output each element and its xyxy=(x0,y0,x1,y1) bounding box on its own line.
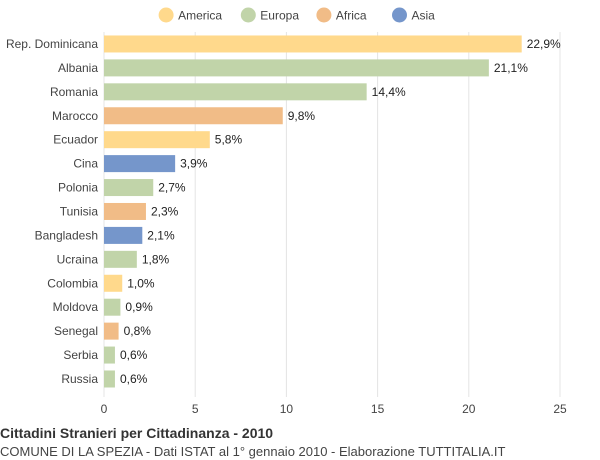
value-label: 2,7% xyxy=(158,181,186,195)
bar-chart: America Europa Africa Asia Rep. Dominicana 2… xyxy=(6,7,567,416)
value-label: 1,0% xyxy=(127,276,155,290)
bar xyxy=(104,59,489,77)
x-tick-label-20: 20 xyxy=(462,402,476,416)
legend-item-america: America xyxy=(158,7,222,23)
x-tick-label-10: 10 xyxy=(280,402,294,416)
bars: Rep. Dominicana 22,9% Albania 21,1% Romania 1… xyxy=(6,35,561,388)
legend: America Europa Africa Asia xyxy=(158,7,436,23)
bar xyxy=(104,107,283,125)
value-label: 1,8% xyxy=(142,252,170,266)
bar-row-senegal: Senegal 0,8% xyxy=(54,322,152,340)
chart-title: Cittadini Stranieri per Cittadinanza - 2… xyxy=(0,425,274,441)
category-label: Colombia xyxy=(47,276,98,290)
value-label: 2,1% xyxy=(147,228,175,242)
value-label: 9,8% xyxy=(288,109,316,123)
legend-item-africa: Africa xyxy=(316,7,367,23)
bar xyxy=(104,83,367,101)
bar-row-albania: Albania 21,1% xyxy=(58,59,528,77)
bar-row-rep-dominicana: Rep. Dominicana 22,9% xyxy=(6,35,561,53)
x-tick-label-0: 0 xyxy=(101,402,108,416)
legend-label: Europa xyxy=(260,9,299,23)
legend-swatch xyxy=(158,7,174,23)
value-label: 3,9% xyxy=(180,157,208,171)
bar xyxy=(104,35,522,53)
bar xyxy=(104,179,154,197)
chart-subtitle: COMUNE DI LA SPEZIA - Dati ISTAT al 1° g… xyxy=(0,444,506,459)
bar-row-cina: Cina 3,9% xyxy=(73,155,208,173)
bar-row-marocco: Marocco 9,8% xyxy=(52,107,316,125)
category-label: Cina xyxy=(73,157,98,171)
legend-item-europa: Europa xyxy=(240,7,299,23)
value-label: 5,8% xyxy=(215,133,243,147)
x-tick-label-5: 5 xyxy=(192,402,199,416)
value-label: 0,6% xyxy=(120,348,148,362)
bar-row-ucraina: Ucraina 1,8% xyxy=(57,250,170,268)
category-label: Rep. Dominicana xyxy=(6,37,98,51)
bar-row-ecuador: Ecuador 5,8% xyxy=(53,131,243,149)
x-tick-label-25: 25 xyxy=(553,402,567,416)
value-label: 14,4% xyxy=(372,85,406,99)
value-label: 22,9% xyxy=(527,37,561,51)
legend-label: Africa xyxy=(336,9,367,23)
category-label: Russia xyxy=(61,372,98,386)
legend-swatch xyxy=(240,7,256,23)
category-label: Ucraina xyxy=(57,252,99,266)
value-label: 0,6% xyxy=(120,372,148,386)
legend-item-asia: Asia xyxy=(392,7,436,23)
bar-row-serbia: Serbia 0,6% xyxy=(63,346,148,364)
bar xyxy=(104,202,146,220)
legend-swatch xyxy=(316,7,332,23)
bar-row-tunisia: Tunisia 2,3% xyxy=(60,202,179,220)
x-tick-label-15: 15 xyxy=(371,402,385,416)
category-label: Tunisia xyxy=(60,204,99,218)
bar xyxy=(104,274,123,292)
bar xyxy=(104,322,119,340)
bar xyxy=(104,370,115,388)
category-label: Moldova xyxy=(53,300,99,314)
value-label: 0,8% xyxy=(124,324,152,338)
bar xyxy=(104,155,176,173)
x-axis-ticks: 0 5 10 15 20 25 xyxy=(101,402,567,416)
bar xyxy=(104,226,143,244)
value-label: 2,3% xyxy=(151,204,179,218)
bar-row-moldova: Moldova 0,9% xyxy=(53,298,153,316)
category-label: Ecuador xyxy=(53,133,98,147)
legend-label: America xyxy=(178,9,222,23)
bar-row-polonia: Polonia 2,7% xyxy=(58,179,186,197)
value-label: 0,9% xyxy=(125,300,153,314)
legend-label: Asia xyxy=(412,9,436,23)
bar-row-romania: Romania 14,4% xyxy=(50,83,406,101)
category-label: Senegal xyxy=(54,324,98,338)
bar xyxy=(104,250,137,268)
category-label: Marocco xyxy=(52,109,98,123)
bar xyxy=(104,131,210,149)
category-label: Serbia xyxy=(63,348,98,362)
legend-swatch xyxy=(392,7,407,23)
category-label: Albania xyxy=(58,61,98,75)
category-label: Polonia xyxy=(58,181,98,195)
bar xyxy=(104,346,115,364)
bar-row-russia: Russia 0,6% xyxy=(61,370,148,388)
category-label: Bangladesh xyxy=(35,228,98,242)
bar-row-bangladesh: Bangladesh 2,1% xyxy=(35,226,175,244)
category-label: Romania xyxy=(50,85,98,99)
bar xyxy=(104,298,121,316)
value-label: 21,1% xyxy=(494,61,528,75)
bar-row-colombia: Colombia 1,0% xyxy=(47,274,155,292)
